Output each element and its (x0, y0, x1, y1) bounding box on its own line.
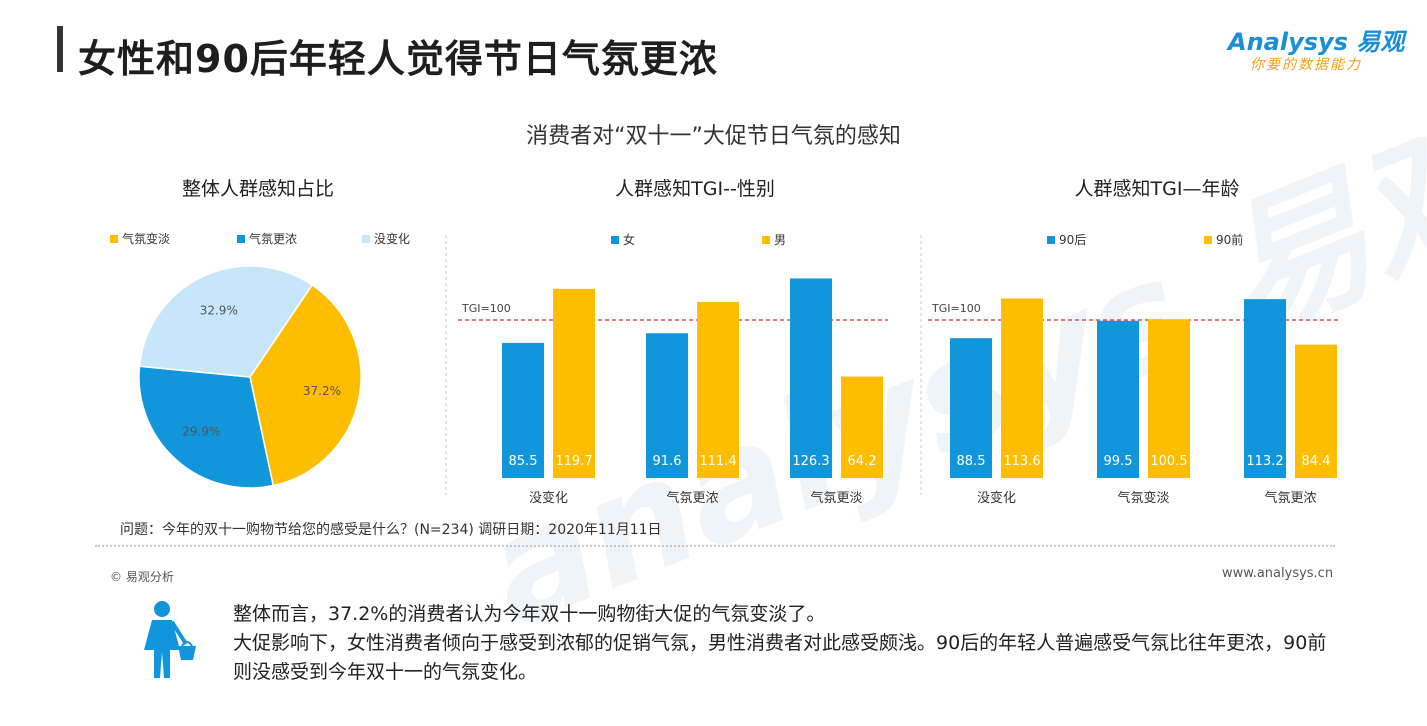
title-accent-bar (57, 26, 63, 72)
pie-legend-swatch (362, 235, 370, 243)
bar-legend-label: 男 (774, 233, 786, 247)
bar-value-label: 100.5 (1150, 454, 1187, 469)
bar (646, 333, 688, 478)
bar-value-label: 113.6 (1003, 454, 1040, 469)
pie-legend-swatch (110, 235, 118, 243)
bar (1295, 344, 1337, 478)
page-title: 女性和90后年轻人觉得节日气氛更浓 (78, 37, 718, 81)
bar-value-label: 113.2 (1246, 454, 1283, 469)
bar-value-label: 88.5 (957, 454, 986, 469)
bar-legend-label: 90前 (1216, 232, 1243, 247)
bar-value-label: 111.4 (699, 454, 736, 469)
main-chart-title: 消费者对“双十一”大促节日气氛的感知 (526, 124, 901, 149)
bar-value-label: 91.6 (653, 454, 682, 469)
brand-logo: Analysys 易观 你要的数据能力 (1228, 22, 1404, 78)
category-tick-label: 气氛变淡 (1117, 490, 1169, 506)
category-tick-label: 气氛更淡 (810, 490, 862, 506)
bar (697, 301, 739, 478)
bar-legend-label: 女 (623, 232, 635, 247)
category-tick-label: 气氛更浓 (1264, 490, 1316, 506)
pie-slice (249, 283, 362, 487)
category-tick-label: 没变化 (977, 490, 1016, 506)
pie-legend-label: 没变化 (374, 231, 410, 246)
shopper-woman-icon (140, 600, 200, 684)
bar (553, 288, 595, 478)
bar-chart-title: 人群感知TGI--性别 (615, 178, 775, 200)
bar-legend-swatch (1204, 236, 1212, 244)
bar (841, 376, 883, 478)
pie-slice (138, 265, 314, 378)
bar (1097, 320, 1139, 478)
summary-text: 整体而言，37.2%的消费者认为今年双十一购物街大促的气氛变淡了。 大促影响下，… (233, 600, 1343, 687)
pie-data-label: 29.9% (182, 425, 220, 439)
summary-line-2: 大促影响下，女性消费者倾向于感受到浓郁的促销气氛，男性消费者对此感受颇浅。90后… (233, 632, 1327, 683)
bar-value-label: 64.2 (848, 454, 877, 469)
copyright-text: © 易观分析 (110, 570, 174, 584)
bar (1244, 299, 1286, 478)
pie-data-label: 37.2% (303, 384, 341, 398)
bar-legend-swatch (1047, 236, 1055, 244)
survey-note: 问题：今年的双十一购物节给您的感受是什么？(N=234) 调研日期：2020年1… (120, 522, 662, 538)
bar-value-label: 99.5 (1104, 454, 1133, 469)
bar (1001, 298, 1043, 478)
bar (502, 342, 544, 478)
bar-legend-label: 90后 (1059, 233, 1086, 247)
bar-legend-swatch (611, 236, 619, 244)
pie-legend-swatch (237, 235, 245, 243)
logo-tagline: 你要的数据能力 (1250, 57, 1362, 73)
website-url[interactable]: www.analysys.cn (1222, 566, 1334, 581)
bar-value-label: 85.5 (509, 454, 538, 469)
bar-value-label: 119.7 (555, 454, 592, 469)
footer-divider (95, 545, 1335, 547)
bar (790, 278, 832, 478)
tgi-reference-label: TGI=100 (931, 302, 981, 315)
pie-title: 整体人群感知占比 (182, 178, 334, 200)
bar (1148, 319, 1190, 478)
pie-slice (138, 365, 275, 489)
bar (950, 338, 992, 478)
category-tick-label: 没变化 (529, 490, 568, 506)
category-tick-label: 气氛更浓 (666, 490, 718, 506)
pie-legend-label: 气氛变淡 (122, 231, 170, 246)
bar-legend-swatch (762, 236, 770, 244)
bar-chart-title: 人群感知TGI—年龄 (1075, 178, 1240, 200)
bar-value-label: 126.3 (792, 454, 829, 469)
summary-line-1: 整体而言，37.2%的消费者认为今年双十一购物街大促的气氛变淡了。 (233, 603, 826, 625)
pie-legend-label: 气氛更浓 (249, 231, 297, 246)
logo-wordmark: Analysys 易观 (1228, 28, 1405, 56)
bar-value-label: 84.4 (1302, 454, 1331, 469)
tgi-reference-label: TGI=100 (461, 302, 511, 315)
pie-data-label: 32.9% (200, 304, 238, 318)
